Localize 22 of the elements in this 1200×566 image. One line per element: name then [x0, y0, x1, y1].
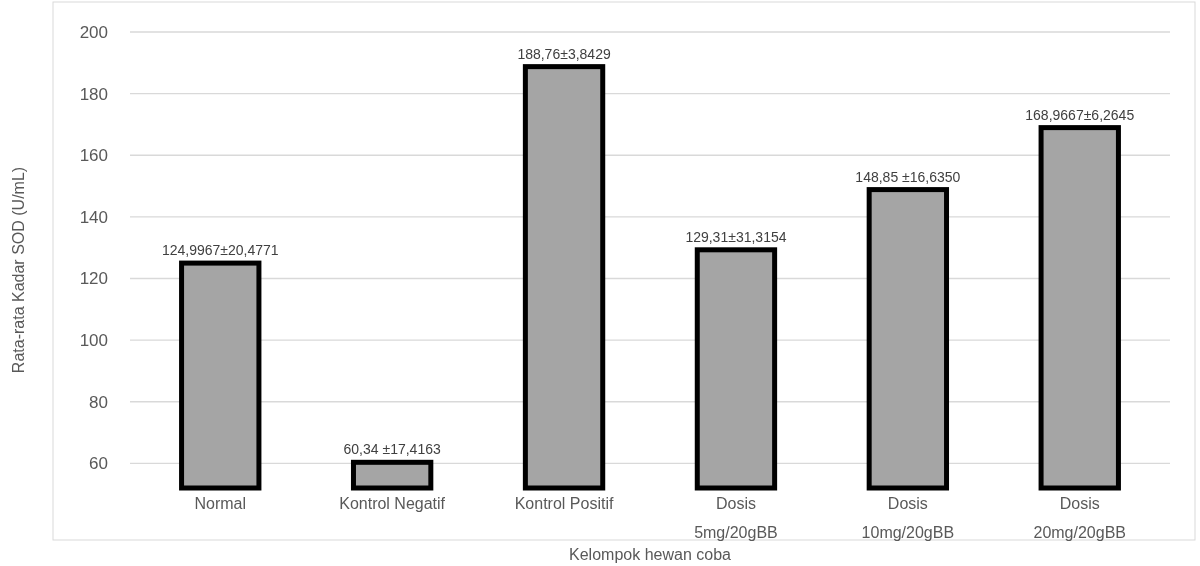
data-label: 60,34 ±17,4163: [343, 441, 441, 458]
y-tick-label: 100: [79, 331, 108, 351]
y-tick-label: 160: [79, 146, 108, 166]
x-tick-label: Dosis 20mg/20gBB: [1033, 495, 1127, 541]
y-tick-label: 180: [79, 84, 108, 104]
y-tick-label: 80: [89, 392, 108, 412]
y-axis-title: Rata-rata Kadar SOD (U/mL): [10, 166, 27, 374]
x-tick-label: Normal: [194, 495, 247, 512]
y-tick-label: 60: [89, 454, 108, 474]
data-label: 168,9667±6,2645: [1025, 106, 1135, 123]
x-tick-label: Dosis 10mg/20gBB: [861, 495, 955, 541]
x-axis-title: Kelompok hewan coba: [569, 546, 732, 563]
x-tick-label: Dosis 5mg/20gBB: [694, 495, 778, 541]
x-tick-label: Kontrol Positif: [514, 495, 614, 512]
y-tick-label: 120: [79, 269, 108, 289]
data-label: 124,9967±20,4771: [161, 242, 279, 259]
data-label: 188,76±3,8429: [517, 45, 611, 62]
y-tick-label: 200: [79, 22, 108, 42]
y-tick-label: 140: [79, 207, 108, 227]
data-label: 148,85 ±16,6350: [855, 168, 961, 185]
x-tick-label: Kontrol Negatif: [339, 495, 446, 512]
data-label: 129,31±31,3154: [685, 228, 787, 245]
